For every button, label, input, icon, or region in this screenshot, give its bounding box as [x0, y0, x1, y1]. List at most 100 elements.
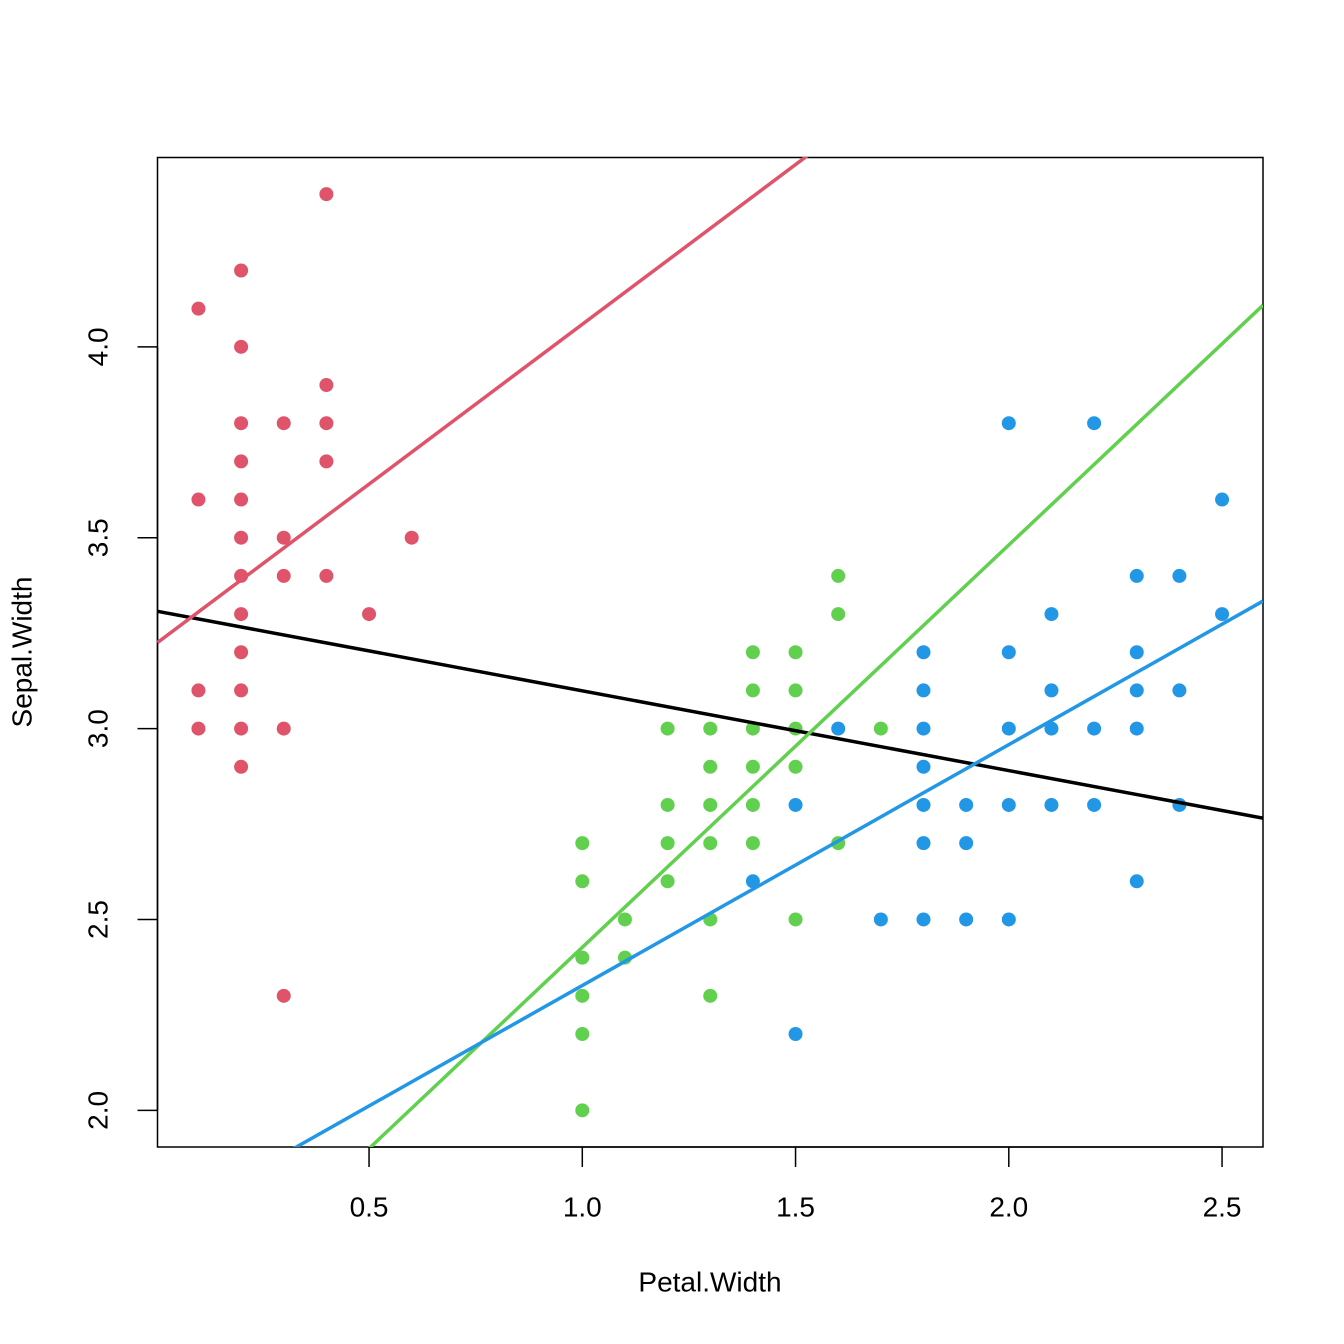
point [916, 759, 931, 774]
x-tick-label: 2.0 [989, 1191, 1028, 1222]
point [703, 759, 718, 774]
point [362, 607, 377, 622]
x-tick-label: 0.5 [350, 1191, 389, 1222]
point [1001, 797, 1016, 812]
y-tick-label: 4.0 [82, 327, 113, 366]
y-tick-label: 2.5 [82, 900, 113, 939]
point [959, 836, 974, 851]
point [873, 912, 888, 927]
point [788, 912, 803, 927]
point [1087, 797, 1102, 812]
point [916, 721, 931, 736]
point [1215, 492, 1230, 507]
point [703, 988, 718, 1003]
point [234, 492, 249, 507]
point [234, 263, 249, 278]
point [575, 874, 590, 889]
point [1001, 912, 1016, 927]
point [234, 759, 249, 774]
fit-line [157, 609, 1263, 820]
point [1129, 721, 1144, 736]
point [745, 683, 760, 698]
point [703, 721, 718, 736]
point [1044, 721, 1059, 736]
point [959, 912, 974, 927]
point [276, 530, 291, 545]
point [575, 1103, 590, 1118]
point [831, 721, 846, 736]
y-tick-label: 3.5 [82, 518, 113, 557]
x-tick-label: 1.0 [563, 1191, 602, 1222]
point [1129, 683, 1144, 698]
point [1172, 683, 1187, 698]
point [319, 187, 334, 202]
point [234, 454, 249, 469]
point [873, 721, 888, 736]
point [234, 645, 249, 660]
point [745, 797, 760, 812]
point [916, 836, 931, 851]
point [575, 950, 590, 965]
point [916, 912, 931, 927]
point [234, 339, 249, 354]
point [234, 607, 249, 622]
point [319, 416, 334, 431]
point [788, 797, 803, 812]
point [831, 568, 846, 583]
point [1044, 797, 1059, 812]
point [916, 797, 931, 812]
point [660, 797, 675, 812]
point [660, 836, 675, 851]
point [1087, 416, 1102, 431]
point [1215, 607, 1230, 622]
point [276, 721, 291, 736]
point [660, 874, 675, 889]
point [234, 530, 249, 545]
point [1001, 645, 1016, 660]
point [575, 836, 590, 851]
point [276, 568, 291, 583]
x-tick-label: 1.5 [776, 1191, 815, 1222]
x-axis-label: Petal.Width [638, 1266, 781, 1297]
point [617, 912, 632, 927]
point [916, 645, 931, 660]
point [1001, 416, 1016, 431]
point [319, 454, 334, 469]
point [1087, 721, 1102, 736]
point [191, 721, 206, 736]
point [959, 797, 974, 812]
point [1129, 874, 1144, 889]
point [575, 1027, 590, 1042]
point [1044, 607, 1059, 622]
point [234, 416, 249, 431]
point [276, 416, 291, 431]
point [191, 683, 206, 698]
point [1172, 568, 1187, 583]
point [703, 797, 718, 812]
point [745, 874, 760, 889]
fit-lines [157, 157, 1263, 1147]
point [319, 568, 334, 583]
fit-line [157, 157, 809, 644]
point [575, 988, 590, 1003]
point [660, 721, 675, 736]
point [1001, 721, 1016, 736]
point [745, 645, 760, 660]
plot-box [156, 156, 1264, 1148]
fit-line [368, 303, 1263, 1147]
point [1129, 568, 1144, 583]
fit-line [292, 599, 1263, 1147]
y-tick-label: 2.0 [82, 1091, 113, 1130]
point [745, 836, 760, 851]
point [276, 988, 291, 1003]
point [916, 683, 931, 698]
point [745, 759, 760, 774]
point [404, 530, 419, 545]
point [1044, 683, 1059, 698]
point [788, 683, 803, 698]
point [191, 492, 206, 507]
point [234, 683, 249, 698]
point [234, 721, 249, 736]
